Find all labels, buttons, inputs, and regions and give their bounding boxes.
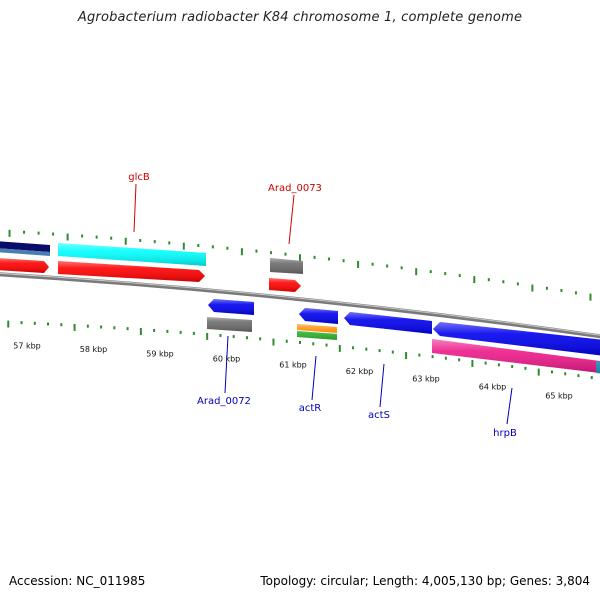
scale-label: 63 kbp xyxy=(412,374,440,383)
leader-arad-0073 xyxy=(288,194,295,245)
feature-actR[interactable] xyxy=(297,324,337,340)
feature-blue-long[interactable] xyxy=(433,322,600,356)
leader-hrpB xyxy=(506,387,513,425)
feature-arad-0073[interactable] xyxy=(270,258,303,274)
gene-label-actS[interactable]: actS xyxy=(368,410,390,421)
leader-actR xyxy=(311,355,317,401)
scale-label: 58 kbp xyxy=(80,345,108,354)
leader-arad-0072 xyxy=(224,335,229,394)
leader-glcB xyxy=(133,183,137,233)
feature-glcB-cyan[interactable] xyxy=(58,243,206,266)
gene-label-hrpB[interactable]: hrpB xyxy=(493,428,517,439)
tick-row-lower xyxy=(7,320,593,380)
gene-label-actR[interactable]: actR xyxy=(299,403,322,414)
feature-red-left[interactable] xyxy=(0,258,49,273)
scale-label: 62 kbp xyxy=(346,367,374,376)
accession-text: Accession: NC_011985 xyxy=(9,574,146,588)
feature-navy-left[interactable] xyxy=(0,241,50,256)
scale-labels: 57 kbp 58 kbp 59 kbp 60 kbp 61 kbp 62 kbp 63 k… xyxy=(13,341,573,400)
gene-label-arad-0072[interactable]: Arad_0072 xyxy=(197,396,251,407)
scale-label: 57 kbp xyxy=(13,341,41,350)
feature-glcB[interactable] xyxy=(58,261,205,282)
feature-red-small[interactable] xyxy=(269,278,301,292)
genome-summary-text: Topology: circular; Length: 4,005,130 bp… xyxy=(260,574,590,588)
feature-actR-blue[interactable] xyxy=(299,308,338,324)
feature-hrpB[interactable] xyxy=(432,339,600,374)
gene-label-arad-0073[interactable]: Arad_0073 xyxy=(268,183,322,194)
tick-row-upper xyxy=(8,229,592,301)
genome-backbone xyxy=(0,272,600,339)
map-title: Agrobacterium radiobacter K84 chromosome… xyxy=(77,10,523,25)
feature-arad-0072[interactable] xyxy=(207,317,252,332)
scale-label: 65 kbp xyxy=(545,391,573,400)
gene-label-glcB[interactable]: glcB xyxy=(128,172,150,183)
scale-label: 59 kbp xyxy=(146,349,174,358)
feature-actS[interactable] xyxy=(344,312,432,334)
scale-label: 61 kbp xyxy=(279,360,307,369)
scale-label: 60 kbp xyxy=(213,354,241,363)
leader-actS xyxy=(379,363,385,408)
feature-arad-0072-blue[interactable] xyxy=(208,299,254,315)
scale-label: 64 kbp xyxy=(479,382,507,391)
